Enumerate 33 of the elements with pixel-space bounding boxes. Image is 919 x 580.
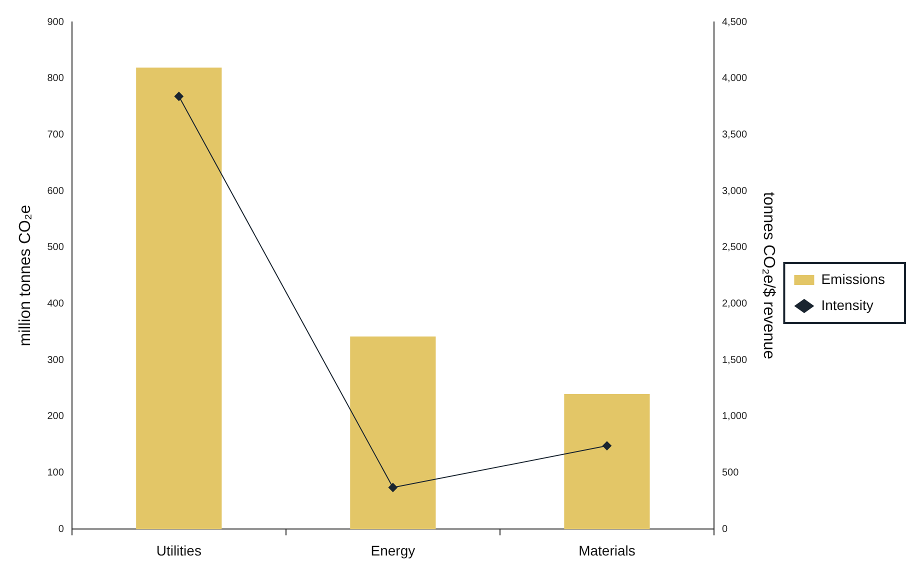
y2-tick-label: 4,000 [722,73,748,84]
x-tick-label: Materials [578,542,636,558]
bar [136,68,222,530]
y-tick-label: 300 [47,354,64,366]
y-tick-label: 200 [47,411,64,422]
y2-tick-label: 4,500 [722,16,748,28]
x-tick-label: Energy [370,542,416,558]
bar [564,394,650,530]
y2-tick-label: 500 [722,468,740,479]
point [174,92,184,101]
y2-tick-label: 3,500 [722,129,748,140]
y2-tick-label: 1,500 [722,354,748,366]
y-tick-label: 100 [47,468,64,479]
y2-tick-label: 2,500 [722,242,748,254]
y2-tick-label: 0 [722,524,728,535]
y-tick-label: 0 [58,524,64,535]
point [602,441,612,450]
y-tick-label: 400 [47,298,64,310]
y-axis-title: million tonnes CO₂e [17,204,34,346]
legend-label: Intensity [821,296,874,313]
legend-label: Emissions [821,270,886,287]
y-tick-label: 500 [47,242,64,254]
y-tick-label: 700 [47,129,64,140]
y2-tick-label: 3,000 [722,186,748,197]
x-tick-label: Utilities [156,542,202,558]
y2-tick-label: 2,000 [722,298,748,310]
point [388,482,398,492]
y-tick-label: 800 [47,73,64,84]
y2-tick-label: 1,000 [722,411,748,422]
y-tick-label: 600 [47,186,64,197]
bar [350,336,436,530]
y2-axis-title: tonnes CO₂e/$ revenue [760,192,778,360]
y-tick-label: 900 [47,16,64,28]
